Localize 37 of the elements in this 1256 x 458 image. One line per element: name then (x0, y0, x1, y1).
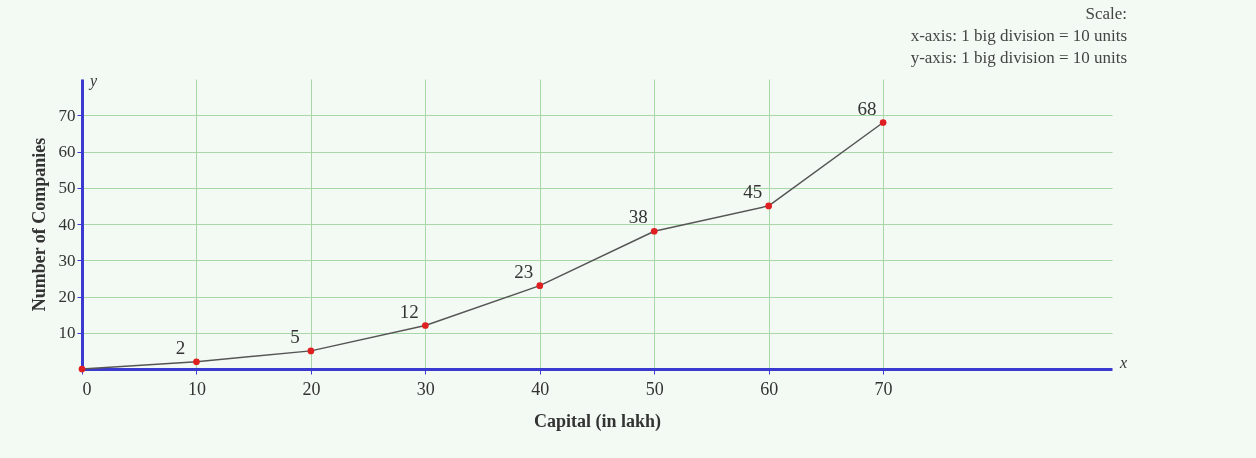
point (650, 227, 658, 235)
y-tick-label: 60 (58, 142, 76, 161)
data-label: 38 (628, 206, 648, 228)
x-axis-title: Capital (in lakh) (533, 410, 662, 432)
y-axis-title: Number of Companies (28, 137, 49, 312)
point (421, 322, 429, 329)
data-label: 23 (514, 260, 534, 282)
data-label: 45 (743, 180, 763, 202)
x-tick-label: 70 (874, 378, 893, 399)
data-label: 5 (290, 325, 300, 347)
y-tick-label: 30 (58, 250, 76, 270)
x-tick-label: 60 (760, 378, 779, 399)
text: x-axis: 1 big division = 10 units (910, 26, 1128, 45)
text: y-axis: 1 big division = 10 units (910, 48, 1128, 67)
x-tick-label: 10 (187, 378, 206, 399)
y-tick-label: 40 (58, 214, 76, 234)
data-label: 2 (175, 336, 186, 358)
x-tick-label: 0 (82, 378, 92, 399)
text: Scale: (1085, 4, 1128, 23)
point (193, 358, 200, 366)
point (879, 119, 887, 126)
y-tick-label: 50 (58, 178, 76, 198)
data-label: 68 (857, 97, 877, 119)
data-label: 12 (399, 300, 419, 322)
y-tick-label: 20 (58, 287, 76, 306)
text: x (1119, 354, 1128, 371)
y-tick-label: 10 (58, 323, 76, 343)
y-tick-label: 70 (58, 105, 76, 125)
x-tick-label: 30 (416, 378, 435, 399)
x-tick-label: 20 (302, 378, 321, 399)
point (765, 202, 773, 210)
annotation: y (88, 72, 98, 90)
point (536, 282, 544, 289)
x-tick-label: 50 (645, 378, 664, 399)
x-tick-label: 40 (531, 378, 550, 399)
point (307, 347, 315, 355)
point (78, 365, 86, 373)
